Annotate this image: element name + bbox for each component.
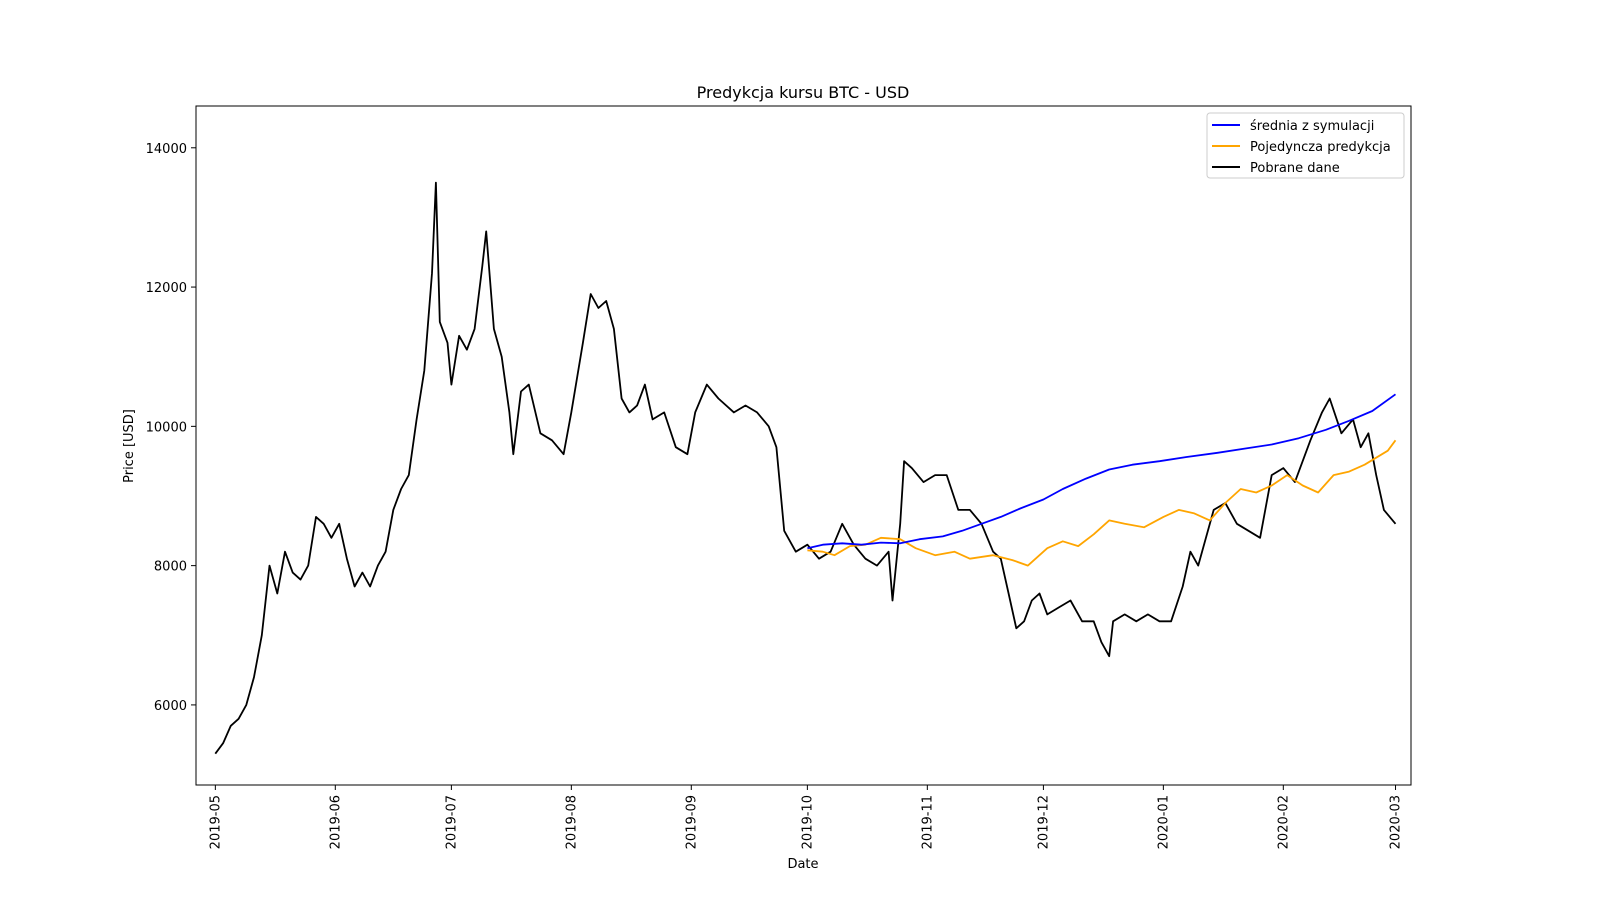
y-tick-label: 10000 — [146, 420, 187, 435]
y-tick-label: 6000 — [154, 699, 187, 714]
series-line-3 — [214, 181, 1397, 755]
legend: średnia z symulacji Pojedyncza predykcja P… — [1206, 112, 1405, 179]
y-tick-label: 12000 — [146, 281, 187, 296]
legend-label-2: Pojedyncza predykcja — [1250, 140, 1391, 155]
plot-frame — [195, 105, 1412, 786]
x-axis: 2019-05 2019-06 2019-07 2019-08 2019-09 2019-… — [208, 785, 1404, 849]
x-tick-label: 2019-12 — [1036, 795, 1051, 849]
x-tick-label: 2019-08 — [564, 795, 579, 849]
x-axis-label: Date — [787, 857, 818, 872]
x-tick-label: 2019-09 — [684, 795, 699, 849]
x-tick-label: 2020-03 — [1389, 795, 1404, 849]
y-tick-label: 14000 — [146, 142, 187, 157]
x-tick-label: 2019-07 — [444, 795, 459, 849]
x-tick-label: 2019-11 — [920, 795, 935, 849]
x-tick-label: 2019-10 — [800, 795, 815, 849]
legend-box — [1206, 112, 1405, 179]
x-tick-label: 2020-01 — [1156, 795, 1171, 849]
legend-label-1: średnia z symulacji — [1250, 119, 1374, 134]
series-line-2 — [807, 439, 1397, 567]
x-tick-label: 2020-02 — [1276, 795, 1291, 849]
x-tick-label: 2019-06 — [328, 795, 343, 849]
series-line-1 — [807, 393, 1397, 550]
y-tick-label: 8000 — [154, 560, 187, 575]
chart-title: Predykcja kursu BTC - USD — [697, 83, 910, 102]
x-tick-label: 2019-05 — [208, 795, 223, 849]
y-axis: 6000 8000 10000 12000 14000 — [146, 142, 196, 714]
y-axis-label: Price [USD] — [122, 409, 137, 483]
series-layer — [214, 181, 1397, 755]
legend-label-3: Pobrane dane — [1250, 161, 1340, 176]
